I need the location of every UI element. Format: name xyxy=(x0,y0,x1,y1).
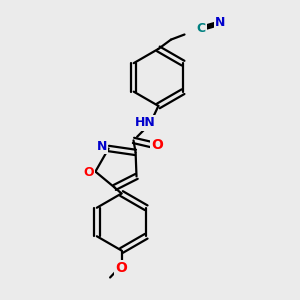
Text: C: C xyxy=(196,22,206,35)
Text: HN: HN xyxy=(134,116,155,130)
Text: O: O xyxy=(83,166,94,179)
Text: O: O xyxy=(151,138,163,152)
Text: N: N xyxy=(97,140,107,153)
Text: N: N xyxy=(215,16,226,29)
Text: O: O xyxy=(116,261,128,275)
